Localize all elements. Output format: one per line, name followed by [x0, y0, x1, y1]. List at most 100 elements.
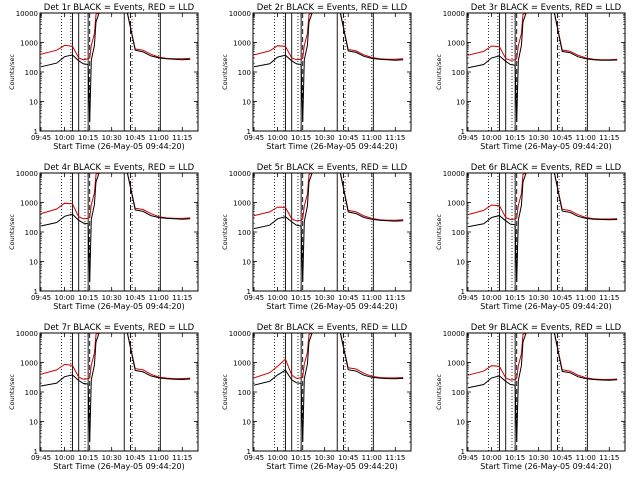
series-line-lld: [467, 173, 618, 221]
y-axis-label: Counts/sec: [8, 374, 16, 410]
y-tick-label: 10: [242, 259, 251, 267]
x-axis-label: Start Time (26-May-05 09:44:20): [266, 142, 397, 151]
x-axis-label: Start Time (26-May-05 09:44:20): [480, 142, 611, 151]
y-axis-label: Counts/sec: [435, 214, 443, 250]
y-tick-label: 100: [25, 69, 38, 77]
y-tick-label: 1000: [447, 40, 465, 48]
y-tick-label: 100: [238, 389, 251, 397]
y-tick-label: 10: [29, 419, 38, 427]
y-tick-label: 1: [34, 128, 38, 136]
chart-title: Det 6r BLACK = Events, RED = LLD: [471, 163, 622, 173]
plot-frame: [39, 172, 199, 292]
x-tick-label: 10:15: [78, 294, 98, 302]
x-tick-label: 10:45: [125, 134, 145, 142]
x-tick-label: 09:45: [458, 294, 478, 302]
x-tick-label: 10:45: [338, 294, 358, 302]
x-axis-label: Start Time (26-May-05 09:44:20): [266, 302, 397, 311]
series-line-lld: [40, 13, 191, 61]
x-tick-label: 10:30: [102, 134, 122, 142]
y-tick-label: 10: [29, 259, 38, 267]
plot-frame: [252, 172, 412, 292]
x-tick-label: 10:15: [505, 294, 525, 302]
chart-title: Det 8r BLACK = Events, RED = LLD: [257, 323, 408, 333]
x-tick-label: 11:15: [172, 294, 192, 302]
x-tick-label: 10:30: [102, 454, 122, 462]
x-tick-label: 11:00: [149, 294, 169, 302]
y-axis-label: Counts/sec: [221, 374, 229, 410]
x-tick-label: 10:45: [552, 134, 572, 142]
y-axis-label: Counts/sec: [221, 214, 229, 250]
plot-frame: [466, 172, 626, 292]
y-tick-label: 10: [242, 99, 251, 107]
y-tick-label: 10: [29, 99, 38, 107]
y-tick-label: 1000: [233, 40, 251, 48]
x-tick-label: 10:30: [529, 454, 549, 462]
x-tick-label: 10:15: [505, 134, 525, 142]
x-tick-label: 09:45: [244, 294, 264, 302]
plot-frame: [466, 12, 626, 132]
plot-frame: [466, 332, 626, 452]
x-tick-label: 10:00: [54, 454, 74, 462]
chart-panel: Det 2r BLACK = Events, RED = LLD Counts/s…: [221, 3, 412, 151]
x-axis-label: Start Time (26-May-05 09:44:20): [480, 302, 611, 311]
x-tick-label: 11:00: [149, 454, 169, 462]
x-tick-label: 11:00: [362, 134, 382, 142]
x-tick-label: 11:15: [599, 454, 619, 462]
x-tick-label: 09:45: [31, 134, 51, 142]
x-tick-label: 11:00: [362, 454, 382, 462]
x-tick-label: 09:45: [31, 454, 51, 462]
y-axis-label: Counts/sec: [8, 54, 16, 90]
x-tick-label: 10:30: [315, 294, 335, 302]
x-tick-label: 10:30: [102, 294, 122, 302]
y-tick-label: 100: [452, 229, 465, 237]
x-tick-label: 09:45: [244, 454, 264, 462]
chart-panel: Det 7r BLACK = Events, RED = LLD Counts/s…: [8, 323, 199, 471]
y-tick-label: 1000: [20, 200, 38, 208]
y-tick-label: 10: [456, 99, 465, 107]
x-tick-label: 11:15: [385, 134, 405, 142]
y-tick-label: 1: [247, 288, 251, 296]
chart-title: Det 9r BLACK = Events, RED = LLD: [471, 323, 622, 333]
series-line-events: [467, 173, 618, 283]
x-tick-label: 10:30: [315, 454, 335, 462]
x-tick-label: 10:00: [481, 454, 501, 462]
y-tick-label: 10: [456, 419, 465, 427]
chart-panel: Det 8r BLACK = Events, RED = LLD Counts/s…: [221, 323, 412, 471]
y-tick-label: 10000: [443, 170, 465, 178]
x-tick-label: 11:00: [576, 134, 596, 142]
x-tick-label: 11:00: [362, 294, 382, 302]
y-tick-label: 1000: [447, 360, 465, 368]
y-tick-label: 100: [452, 389, 465, 397]
y-axis-label: Counts/sec: [221, 54, 229, 90]
series-line-lld: [467, 13, 618, 61]
x-axis-label: Start Time (26-May-05 09:44:20): [53, 302, 184, 311]
chart-title: Det 5r BLACK = Events, RED = LLD: [257, 163, 408, 173]
y-tick-label: 10: [456, 259, 465, 267]
series-line-lld: [40, 173, 191, 220]
x-tick-label: 10:00: [481, 294, 501, 302]
x-tick-label: 10:00: [267, 294, 287, 302]
y-axis-label: Counts/sec: [435, 374, 443, 410]
x-axis-label: Start Time (26-May-05 09:44:20): [53, 462, 184, 471]
chart-title: Det 7r BLACK = Events, RED = LLD: [44, 323, 195, 333]
chart-title: Det 1r BLACK = Events, RED = LLD: [44, 3, 195, 13]
y-tick-label: 1: [461, 288, 465, 296]
series-line-events: [253, 333, 404, 443]
y-tick-label: 10000: [443, 330, 465, 338]
y-tick-label: 10000: [229, 10, 251, 18]
y-tick-label: 100: [238, 229, 251, 237]
y-tick-label: 10000: [16, 330, 38, 338]
x-tick-label: 10:15: [78, 454, 98, 462]
series-line-events: [40, 173, 191, 283]
x-tick-label: 10:45: [338, 454, 358, 462]
y-tick-label: 1: [247, 128, 251, 136]
plot-frame: [39, 12, 199, 132]
y-tick-label: 10000: [229, 330, 251, 338]
y-tick-label: 1: [247, 448, 251, 456]
x-tick-label: 09:45: [458, 454, 478, 462]
x-tick-label: 10:00: [54, 294, 74, 302]
x-axis-label: Start Time (26-May-05 09:44:20): [480, 462, 611, 471]
y-tick-label: 1000: [447, 200, 465, 208]
plot-frame: [252, 332, 412, 452]
